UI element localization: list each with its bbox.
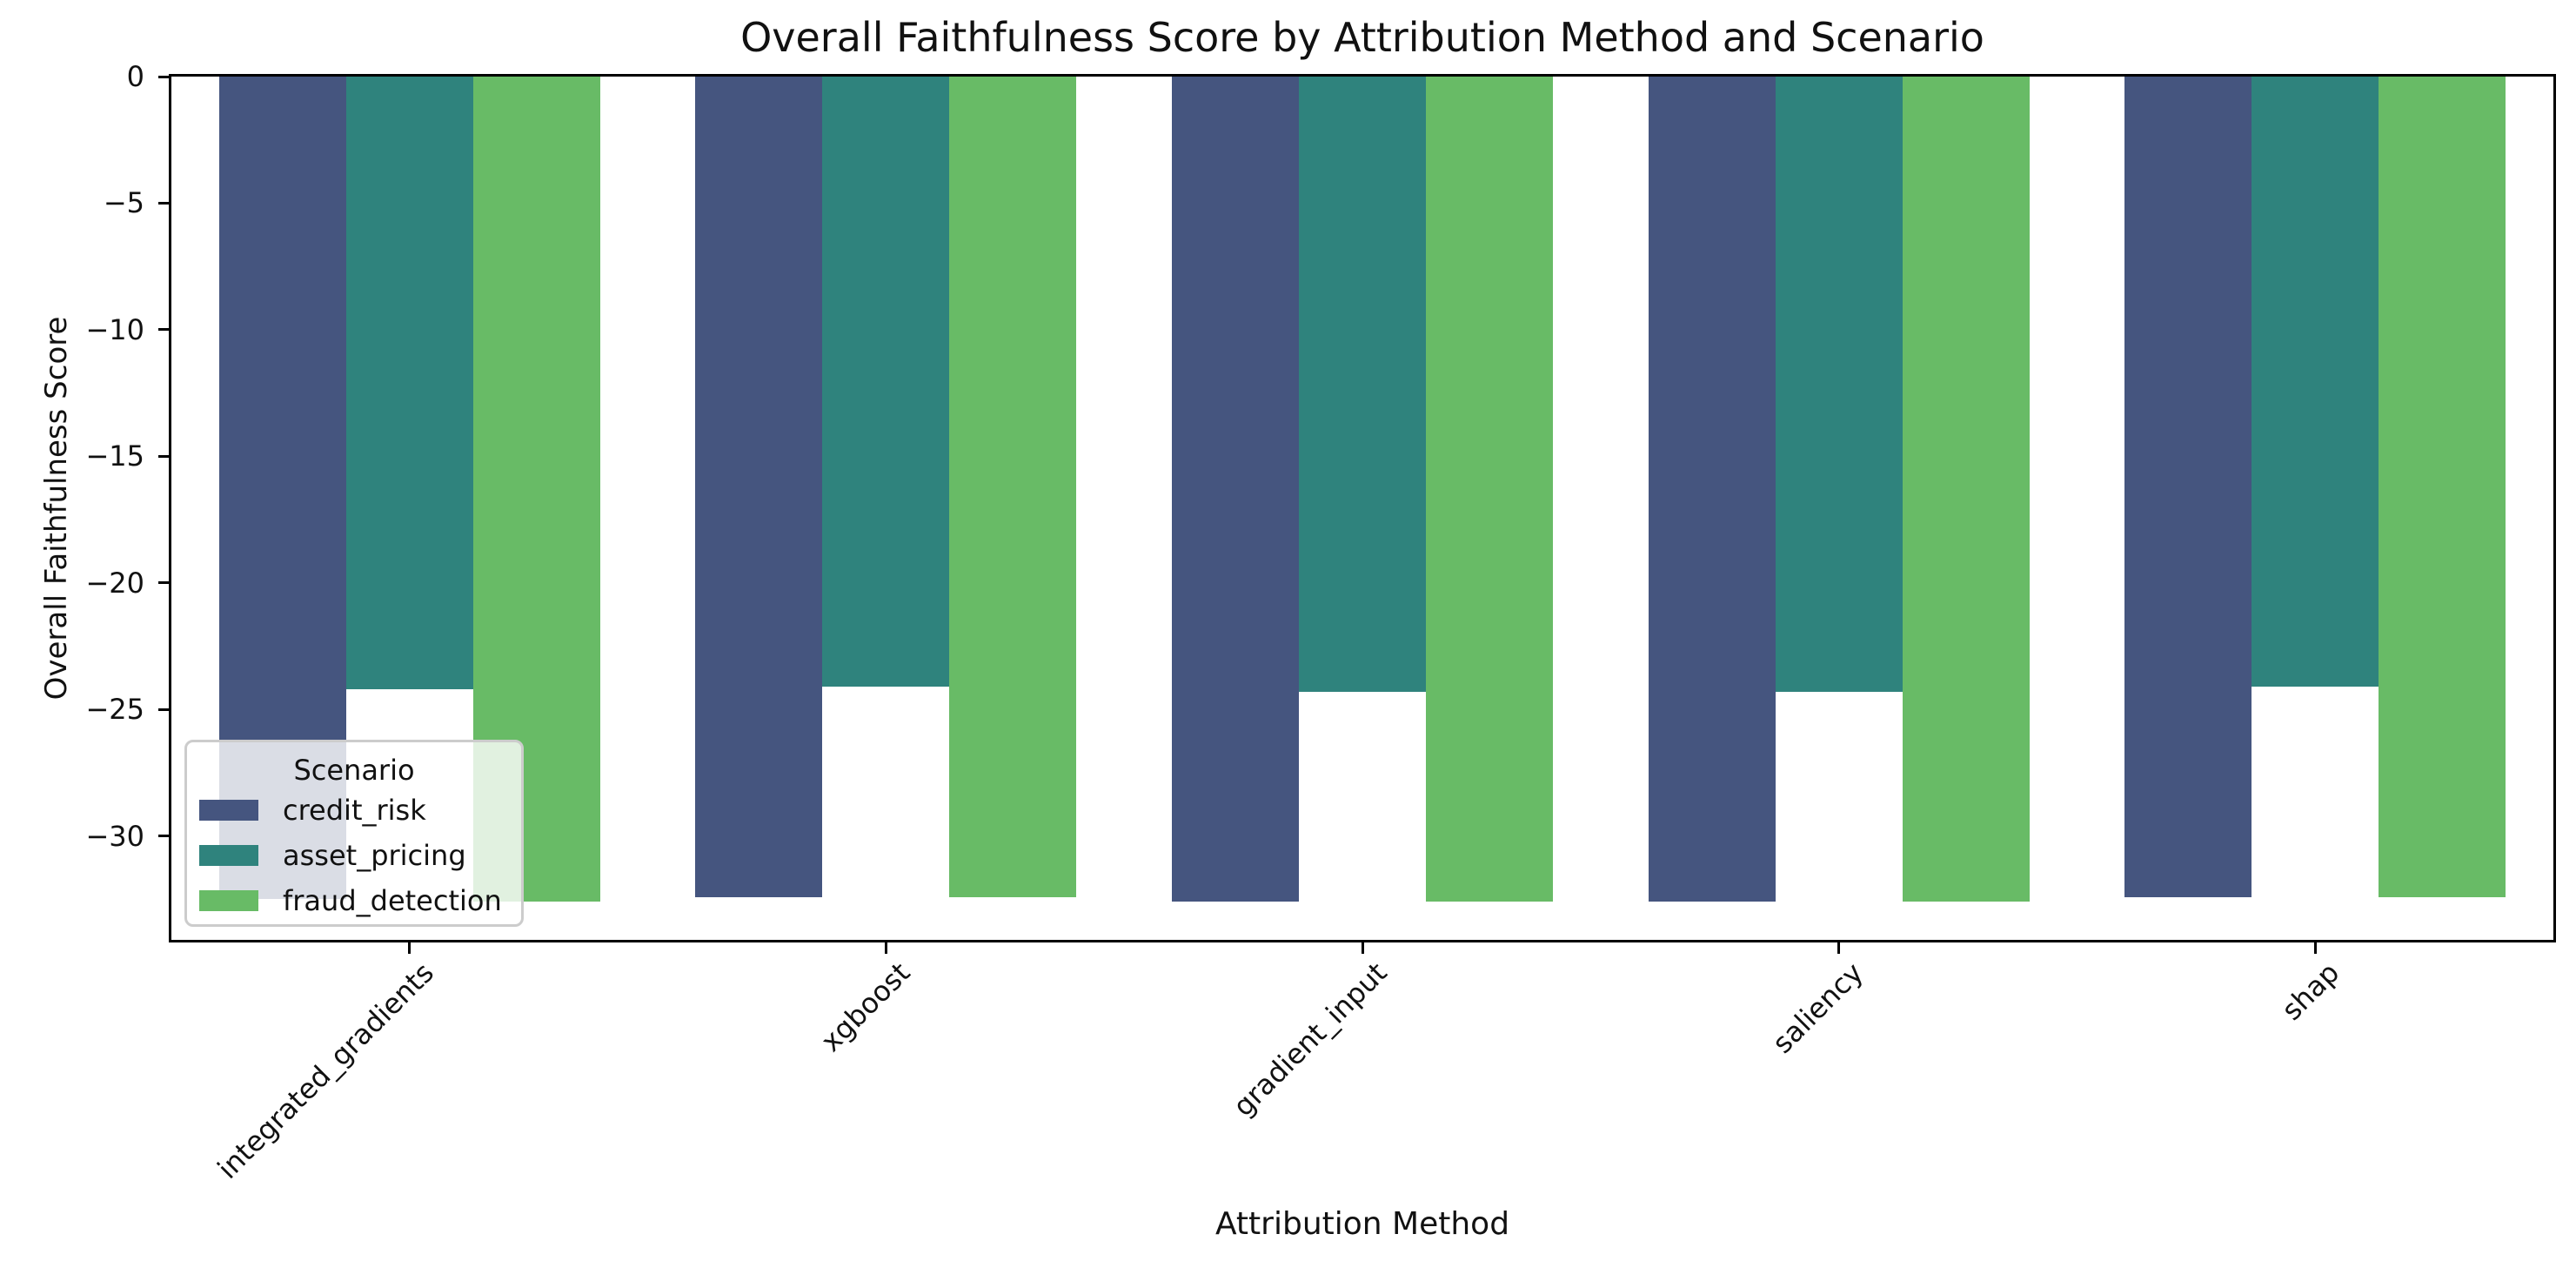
plot-area xyxy=(169,74,2556,942)
legend-row-fraud_detection: fraud_detection xyxy=(187,878,521,923)
legend-title: Scenario xyxy=(293,754,415,787)
x-tick-label-xgboost: xgboost xyxy=(814,956,917,1058)
y-tick-mark xyxy=(158,835,170,837)
bar-shap-credit_risk xyxy=(2124,77,2251,897)
bar-shap-asset_pricing xyxy=(2251,77,2379,687)
y-tick-mark xyxy=(158,328,170,331)
y-axis-label: Overall Faithfulness Score xyxy=(39,316,74,701)
x-tick-label-shap: shap xyxy=(2275,956,2346,1027)
legend-swatch-credit_risk xyxy=(199,800,258,821)
bar-shap-fraud_detection xyxy=(2379,77,2506,897)
y-tick-label: 0 xyxy=(126,60,144,93)
bar-xgboost-fraud_detection xyxy=(949,77,1076,897)
legend-swatch-asset_pricing xyxy=(199,845,258,866)
x-tick-mark xyxy=(2314,942,2317,954)
legend-label-fraud_detection: fraud_detection xyxy=(283,884,502,917)
y-tick-mark xyxy=(158,455,170,458)
bar-gradient_input-fraud_detection xyxy=(1426,77,1553,902)
bar-xgboost-asset_pricing xyxy=(822,77,949,687)
y-tick-label: −10 xyxy=(85,313,144,346)
legend: Scenario credit_risk asset_pricing fraud_d… xyxy=(184,740,524,927)
x-axis-label: Attribution Method xyxy=(1214,1206,1510,1242)
y-tick-label: −30 xyxy=(85,820,144,853)
x-tick-mark xyxy=(1362,942,1364,954)
y-tick-mark xyxy=(158,581,170,584)
y-tick-label: −25 xyxy=(85,693,144,726)
y-tick-mark xyxy=(158,202,170,205)
y-tick-mark xyxy=(158,76,170,78)
legend-label-asset_pricing: asset_pricing xyxy=(283,839,466,872)
x-tick-label-integrated_gradients: integrated_gradients xyxy=(211,956,441,1185)
y-tick-mark xyxy=(158,708,170,711)
bar-saliency-credit_risk xyxy=(1649,77,1776,902)
bar-saliency-asset_pricing xyxy=(1776,77,1903,692)
x-tick-mark xyxy=(885,942,887,954)
legend-row-asset_pricing: asset_pricing xyxy=(187,833,521,878)
bar-gradient_input-asset_pricing xyxy=(1299,77,1426,692)
legend-row-credit_risk: credit_risk xyxy=(187,788,521,833)
bar-xgboost-credit_risk xyxy=(695,77,822,897)
x-tick-mark xyxy=(408,942,411,954)
bar-saliency-fraud_detection xyxy=(1903,77,2030,902)
chart-title: Overall Faithfulness Score by Attributio… xyxy=(740,14,1984,61)
legend-rows: credit_risk asset_pricing fraud_detection xyxy=(187,788,521,923)
y-tick-label: −20 xyxy=(85,567,144,600)
bar-integrated_gradients-asset_pricing xyxy=(346,77,473,689)
y-tick-label: −5 xyxy=(103,186,144,219)
bar-gradient_input-credit_risk xyxy=(1172,77,1299,902)
x-tick-label-gradient_input: gradient_input xyxy=(1226,956,1394,1123)
y-tick-label: −15 xyxy=(85,439,144,473)
x-tick-label-saliency: saliency xyxy=(1765,956,1870,1060)
legend-swatch-fraud_detection xyxy=(199,890,258,911)
legend-label-credit_risk: credit_risk xyxy=(283,794,426,827)
x-tick-mark xyxy=(1837,942,1840,954)
